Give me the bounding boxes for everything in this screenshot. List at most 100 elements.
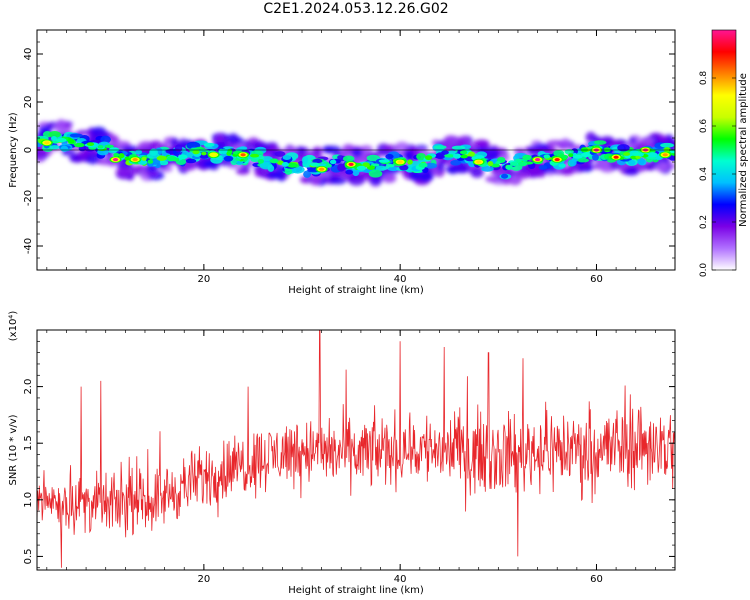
spectrogram-cell (647, 152, 658, 158)
colorbar-tick-label: 0.8 (699, 71, 709, 86)
spectrogram-cell (48, 131, 61, 138)
snr-frame (36, 329, 676, 571)
spectrogram-cell (185, 158, 197, 164)
spectrogram-cell (538, 165, 548, 170)
spectrogram-cell (118, 153, 125, 159)
spectrogram-cell (509, 161, 519, 166)
spectrogram-cell (623, 166, 640, 176)
spectrogram-peak (397, 160, 403, 164)
spectrogram-cell (660, 142, 675, 148)
spectrogram-cell (481, 166, 494, 172)
spectrogram-cell (433, 145, 447, 150)
spectrogram-cell (403, 150, 415, 163)
spectrogram-cell (543, 154, 551, 159)
spectrogram-cell (227, 148, 233, 155)
spectrogram-cell (166, 155, 177, 162)
spectrogram-cell (623, 152, 631, 156)
spectrogram-cell (381, 173, 397, 184)
spectrogram-cell (368, 169, 383, 178)
spectrogram-cell (577, 158, 590, 163)
colorbar-tick-label: 0.4 (699, 167, 709, 182)
spectrogram-cell (108, 147, 120, 152)
spectrogram-cell (516, 170, 531, 179)
spectrogram-peak (112, 158, 119, 162)
colorbar-tick-label: 0.6 (699, 119, 709, 134)
spectrogram-peak (534, 158, 541, 162)
y-tick-label: -20 (23, 190, 34, 206)
spectrogram-cell (310, 162, 320, 167)
spectrogram-cell (301, 156, 309, 164)
spectrogram-marks (37, 119, 675, 188)
spectrogram-cell (518, 161, 528, 167)
spectrogram-cell (312, 158, 323, 164)
chart-title: C2E1.2024.053.12.26.G02 (263, 1, 449, 17)
spectrogram-cell (141, 156, 147, 161)
spectrogram-cell (238, 146, 248, 151)
spectrogram-cell (399, 164, 409, 171)
spectrogram-cell (522, 154, 532, 161)
colorbar-label: Normalized spectral amplitude (738, 73, 749, 227)
colorbar: 0.0 0.2 0.4 0.6 0.8 Normalized spectral ampl… (699, 29, 749, 277)
spectrogram-cell (573, 154, 583, 159)
spectrogram-cell (473, 139, 490, 147)
spectrogram-cell (345, 169, 354, 175)
spectrogram-cell (594, 140, 607, 145)
spectrogram-peak (319, 167, 325, 171)
spectrogram-cell (135, 149, 143, 155)
spectrogram-cell (495, 161, 501, 165)
spectrogram-cell (74, 142, 85, 148)
spectrogram-cell (670, 149, 675, 154)
spectrogram-cell (257, 158, 264, 164)
spectrogram-cell (491, 163, 500, 168)
spectrogram-cell (640, 137, 655, 144)
spectrogram-cell (453, 163, 471, 174)
spectrogram-peak (44, 141, 50, 145)
snr-y-label: SNR (10 * v/v) (8, 414, 19, 485)
spectrogram-cell (468, 151, 475, 157)
spectrogram-cell (568, 153, 574, 158)
spectrogram-cell (387, 166, 400, 172)
spectrogram-cell (369, 174, 383, 186)
spectrogram-peak (132, 158, 138, 162)
spectrogram-cell (276, 173, 287, 182)
spectrogram-cell (69, 133, 83, 138)
spectrogram-cell (418, 162, 428, 168)
spectrogram-cell (564, 149, 574, 155)
spectrogram-cell (451, 145, 466, 150)
spectrogram-cell (50, 136, 58, 141)
spectrogram-peak (613, 155, 619, 159)
spectrogram-cell (67, 138, 75, 144)
spectrogram-cell (329, 176, 347, 185)
x-tick-label: 40 (394, 574, 407, 585)
spectrogram-cell (86, 142, 95, 147)
spectrogram-cell (557, 140, 571, 150)
spectrogram-cell (227, 133, 239, 144)
spectrogram-cell (282, 154, 292, 161)
spectrogram-cell (113, 152, 120, 157)
spectrogram-cell (143, 170, 159, 177)
spectrogram-cell (450, 159, 462, 166)
spectrogram-cell (378, 159, 390, 163)
spectrogram-cell (284, 167, 293, 175)
spectrogram-cell (663, 147, 671, 153)
spectrogram-cell (337, 155, 344, 160)
colorbar-ticks: 0.0 0.2 0.4 0.6 0.8 (699, 71, 736, 277)
spectrogram-cell (513, 148, 527, 155)
spectrogram-cell (347, 173, 366, 186)
spectrogram-cell (303, 170, 312, 178)
spectrogram-cell (269, 158, 279, 164)
spectrogram-cell (581, 152, 592, 157)
spectrogram-cell (460, 154, 468, 159)
spectrogram-x-label: Height of straight line (km) (288, 285, 424, 296)
spectrogram-cell (72, 156, 83, 163)
y-tick-label: 20 (23, 96, 34, 109)
y-tick-label: 1.5 (23, 435, 34, 451)
spectrogram-cell (416, 152, 426, 161)
spectrogram-cell (501, 173, 509, 179)
spectrogram-cell (337, 163, 346, 172)
spectrogram-cell (487, 160, 494, 167)
spectrogram-peak (554, 158, 560, 162)
spectrogram-cell (419, 175, 431, 183)
spectrogram-cell (351, 148, 363, 158)
